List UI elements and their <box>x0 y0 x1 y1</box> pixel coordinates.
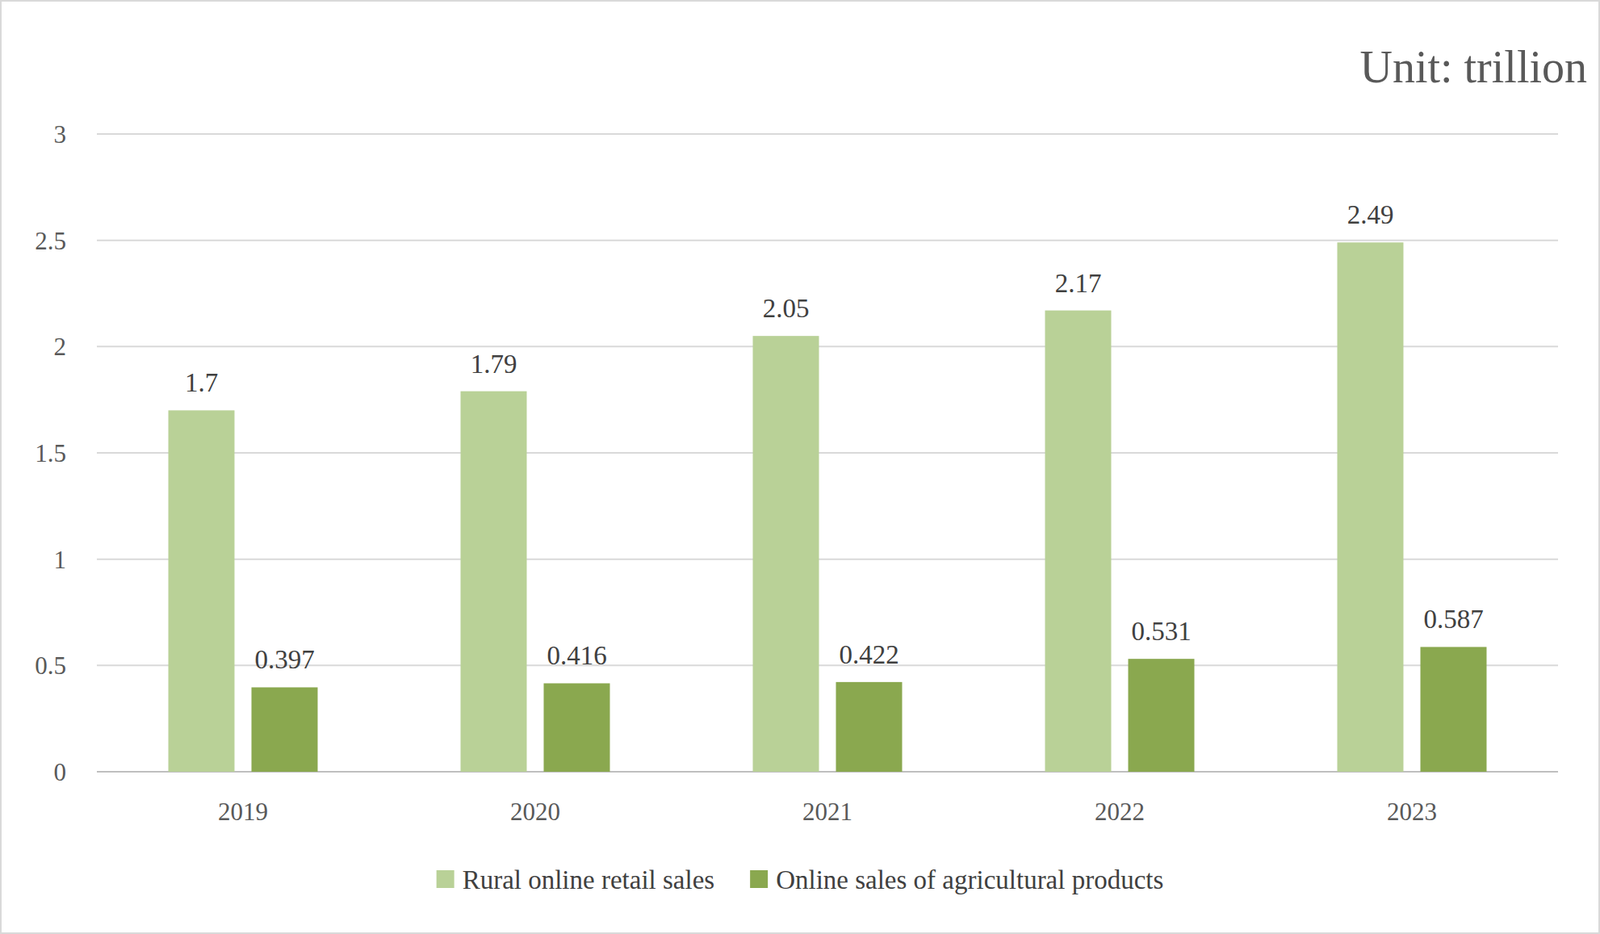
grid-line <box>96 133 1559 135</box>
bar <box>1128 658 1195 772</box>
data-label: 0.416 <box>546 640 607 671</box>
y-tick-label: 2.5 <box>34 226 67 256</box>
bars <box>168 242 1487 772</box>
legend-label: Rural online retail sales <box>462 865 716 895</box>
legend-swatch <box>436 870 455 888</box>
bar <box>753 335 820 772</box>
y-tick-label: 0 <box>54 758 68 787</box>
bar <box>1337 242 1404 772</box>
x-tick-label: 2022 <box>1094 797 1145 826</box>
y-tick-label: 2 <box>54 332 68 361</box>
data-label: 1.7 <box>184 368 218 398</box>
y-tick-label: 0.5 <box>34 651 67 680</box>
data-label: 2.49 <box>1347 200 1395 230</box>
chart-border <box>0 0 1600 934</box>
bar <box>1045 310 1112 772</box>
grid <box>96 134 1559 772</box>
bar <box>544 682 611 772</box>
data-label: 0.422 <box>838 640 899 670</box>
bar <box>168 410 235 772</box>
bar <box>1420 646 1487 772</box>
data-label: 0.531 <box>1130 616 1191 646</box>
bar <box>251 686 319 772</box>
data-label: 2.05 <box>762 293 810 323</box>
y-tick-label: 1.5 <box>34 439 67 468</box>
y-axis-label: Unit: trillion <box>1359 41 1588 93</box>
grid-line <box>96 239 1559 242</box>
legend-label: Online sales of agricultural products <box>775 865 1164 895</box>
y-tick-label: 3 <box>54 120 68 149</box>
x-tick-label: 2021 <box>802 797 853 826</box>
legend: Rural online retail sales Online sales of… <box>436 865 1165 895</box>
data-label: 0.397 <box>254 645 315 675</box>
bar <box>836 682 903 772</box>
x-tick-label: 2020 <box>510 797 561 826</box>
legend-swatch <box>749 870 768 888</box>
bar <box>460 391 528 772</box>
chart: Unit: trillion 0 0.5 1 1.5 2 2.5 3 1.7 1.79 2.05 2.… <box>0 0 1600 934</box>
y-tick-label: 1 <box>54 545 68 574</box>
data-label: 1.79 <box>470 349 518 379</box>
data-labels: 1.7 1.79 2.05 2.17 2.49 0.397 0.416 0.422 0.531 0… <box>184 200 1484 675</box>
x-tick-label: 2023 <box>1386 797 1437 826</box>
data-label: 0.587 <box>1423 604 1483 634</box>
x-tick-label: 2019 <box>217 797 269 826</box>
data-label: 2.17 <box>1055 268 1102 298</box>
